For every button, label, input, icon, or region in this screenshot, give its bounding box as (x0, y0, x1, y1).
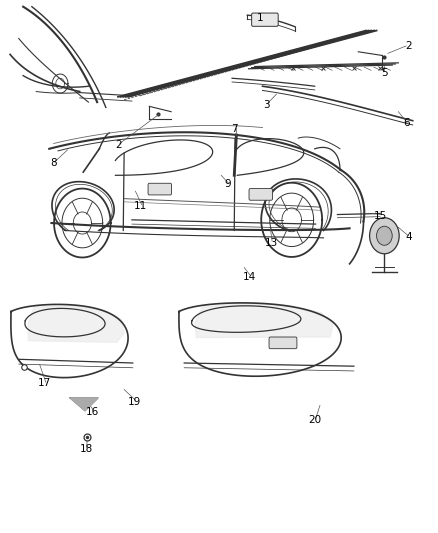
Text: 1: 1 (257, 13, 264, 23)
Text: 14: 14 (243, 272, 256, 282)
Text: 9: 9 (224, 179, 231, 189)
Text: 6: 6 (403, 118, 410, 128)
Text: 4: 4 (405, 232, 412, 243)
FancyBboxPatch shape (148, 183, 172, 195)
Polygon shape (195, 304, 333, 337)
Text: 2: 2 (116, 140, 122, 150)
Text: 7: 7 (231, 124, 237, 134)
Text: 13: 13 (265, 238, 278, 248)
Text: 2: 2 (405, 42, 412, 52)
Text: 16: 16 (86, 407, 99, 417)
Polygon shape (70, 398, 98, 411)
Text: 15: 15 (374, 211, 387, 221)
Text: 19: 19 (127, 397, 141, 407)
Text: 5: 5 (381, 68, 388, 78)
Text: 11: 11 (134, 200, 147, 211)
FancyBboxPatch shape (249, 189, 272, 200)
Text: 18: 18 (80, 445, 93, 455)
Text: 8: 8 (50, 158, 57, 168)
Circle shape (370, 217, 399, 254)
Circle shape (377, 226, 392, 245)
FancyBboxPatch shape (269, 337, 297, 349)
Text: 17: 17 (38, 378, 52, 388)
Polygon shape (28, 306, 124, 342)
Text: 20: 20 (308, 415, 321, 425)
FancyBboxPatch shape (252, 13, 278, 26)
Text: 3: 3 (264, 100, 270, 110)
